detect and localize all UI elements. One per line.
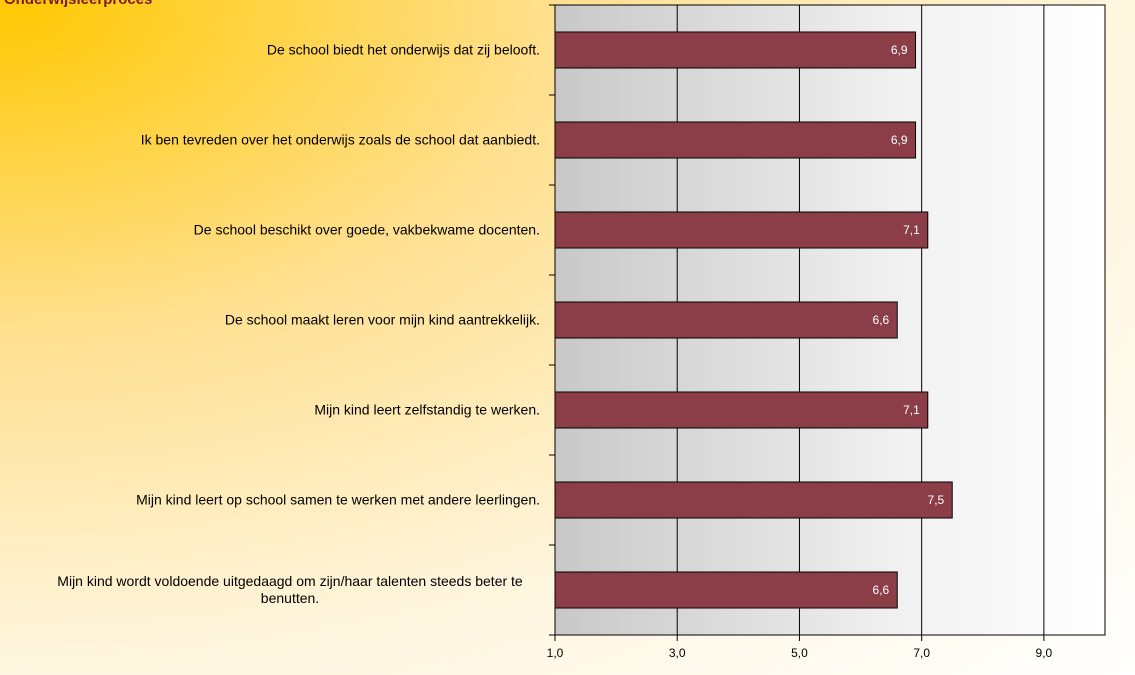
value-label: 6,6 [873, 313, 890, 327]
bar [554, 571, 898, 609]
x-tick-label: 5,0 [791, 646, 808, 660]
y-tick-label-text: Mijn kind leert zelfstandig te werken. [314, 401, 540, 418]
y-tick-label: De school biedt het onderwijs dat zij be… [40, 42, 540, 59]
y-tick-label: Ik ben tevreden over het onderwijs zoals… [40, 132, 540, 149]
y-tick-label: Mijn kind leert op school samen te werke… [40, 492, 540, 509]
y-tick-label: Mijn kind wordt voldoende uitgedaagd om … [40, 573, 540, 607]
value-label: 7,1 [903, 223, 920, 237]
value-label: 6,9 [891, 133, 908, 147]
y-tick-label-text: De school maakt leren voor mijn kind aan… [224, 311, 540, 328]
y-tick-label: De school maakt leren voor mijn kind aan… [40, 312, 540, 329]
bar [554, 211, 929, 249]
value-label: 6,9 [891, 43, 908, 57]
y-tick-label-text: De school biedt het onderwijs dat zij be… [266, 41, 540, 58]
y-tick-label-text: Ik ben tevreden over het onderwijs zoals… [140, 131, 540, 148]
bar [554, 481, 953, 519]
bar [554, 121, 917, 159]
value-label: 6,6 [873, 583, 890, 597]
x-tick-label: 7,0 [913, 646, 930, 660]
y-tick-label-text: Mijn kind wordt voldoende uitgedaagd om … [57, 573, 523, 606]
value-label: 7,5 [928, 493, 945, 507]
bar [554, 391, 929, 429]
x-tick-label: 1,0 [547, 646, 564, 660]
bar [554, 301, 898, 339]
bar [554, 31, 917, 69]
y-tick-label-text: De school beschikt over goede, vakbekwam… [193, 221, 540, 238]
y-tick-label: Mijn kind leert zelfstandig te werken. [40, 402, 540, 419]
value-label: 7,1 [903, 403, 920, 417]
x-tick-label: 3,0 [669, 646, 686, 660]
y-tick-label-text: Mijn kind leert op school samen te werke… [136, 491, 540, 508]
chart-title: Onderwijsleerproces [4, 0, 152, 8]
x-tick-label: 9,0 [1036, 646, 1053, 660]
y-tick-label: De school beschikt over goede, vakbekwam… [40, 222, 540, 239]
